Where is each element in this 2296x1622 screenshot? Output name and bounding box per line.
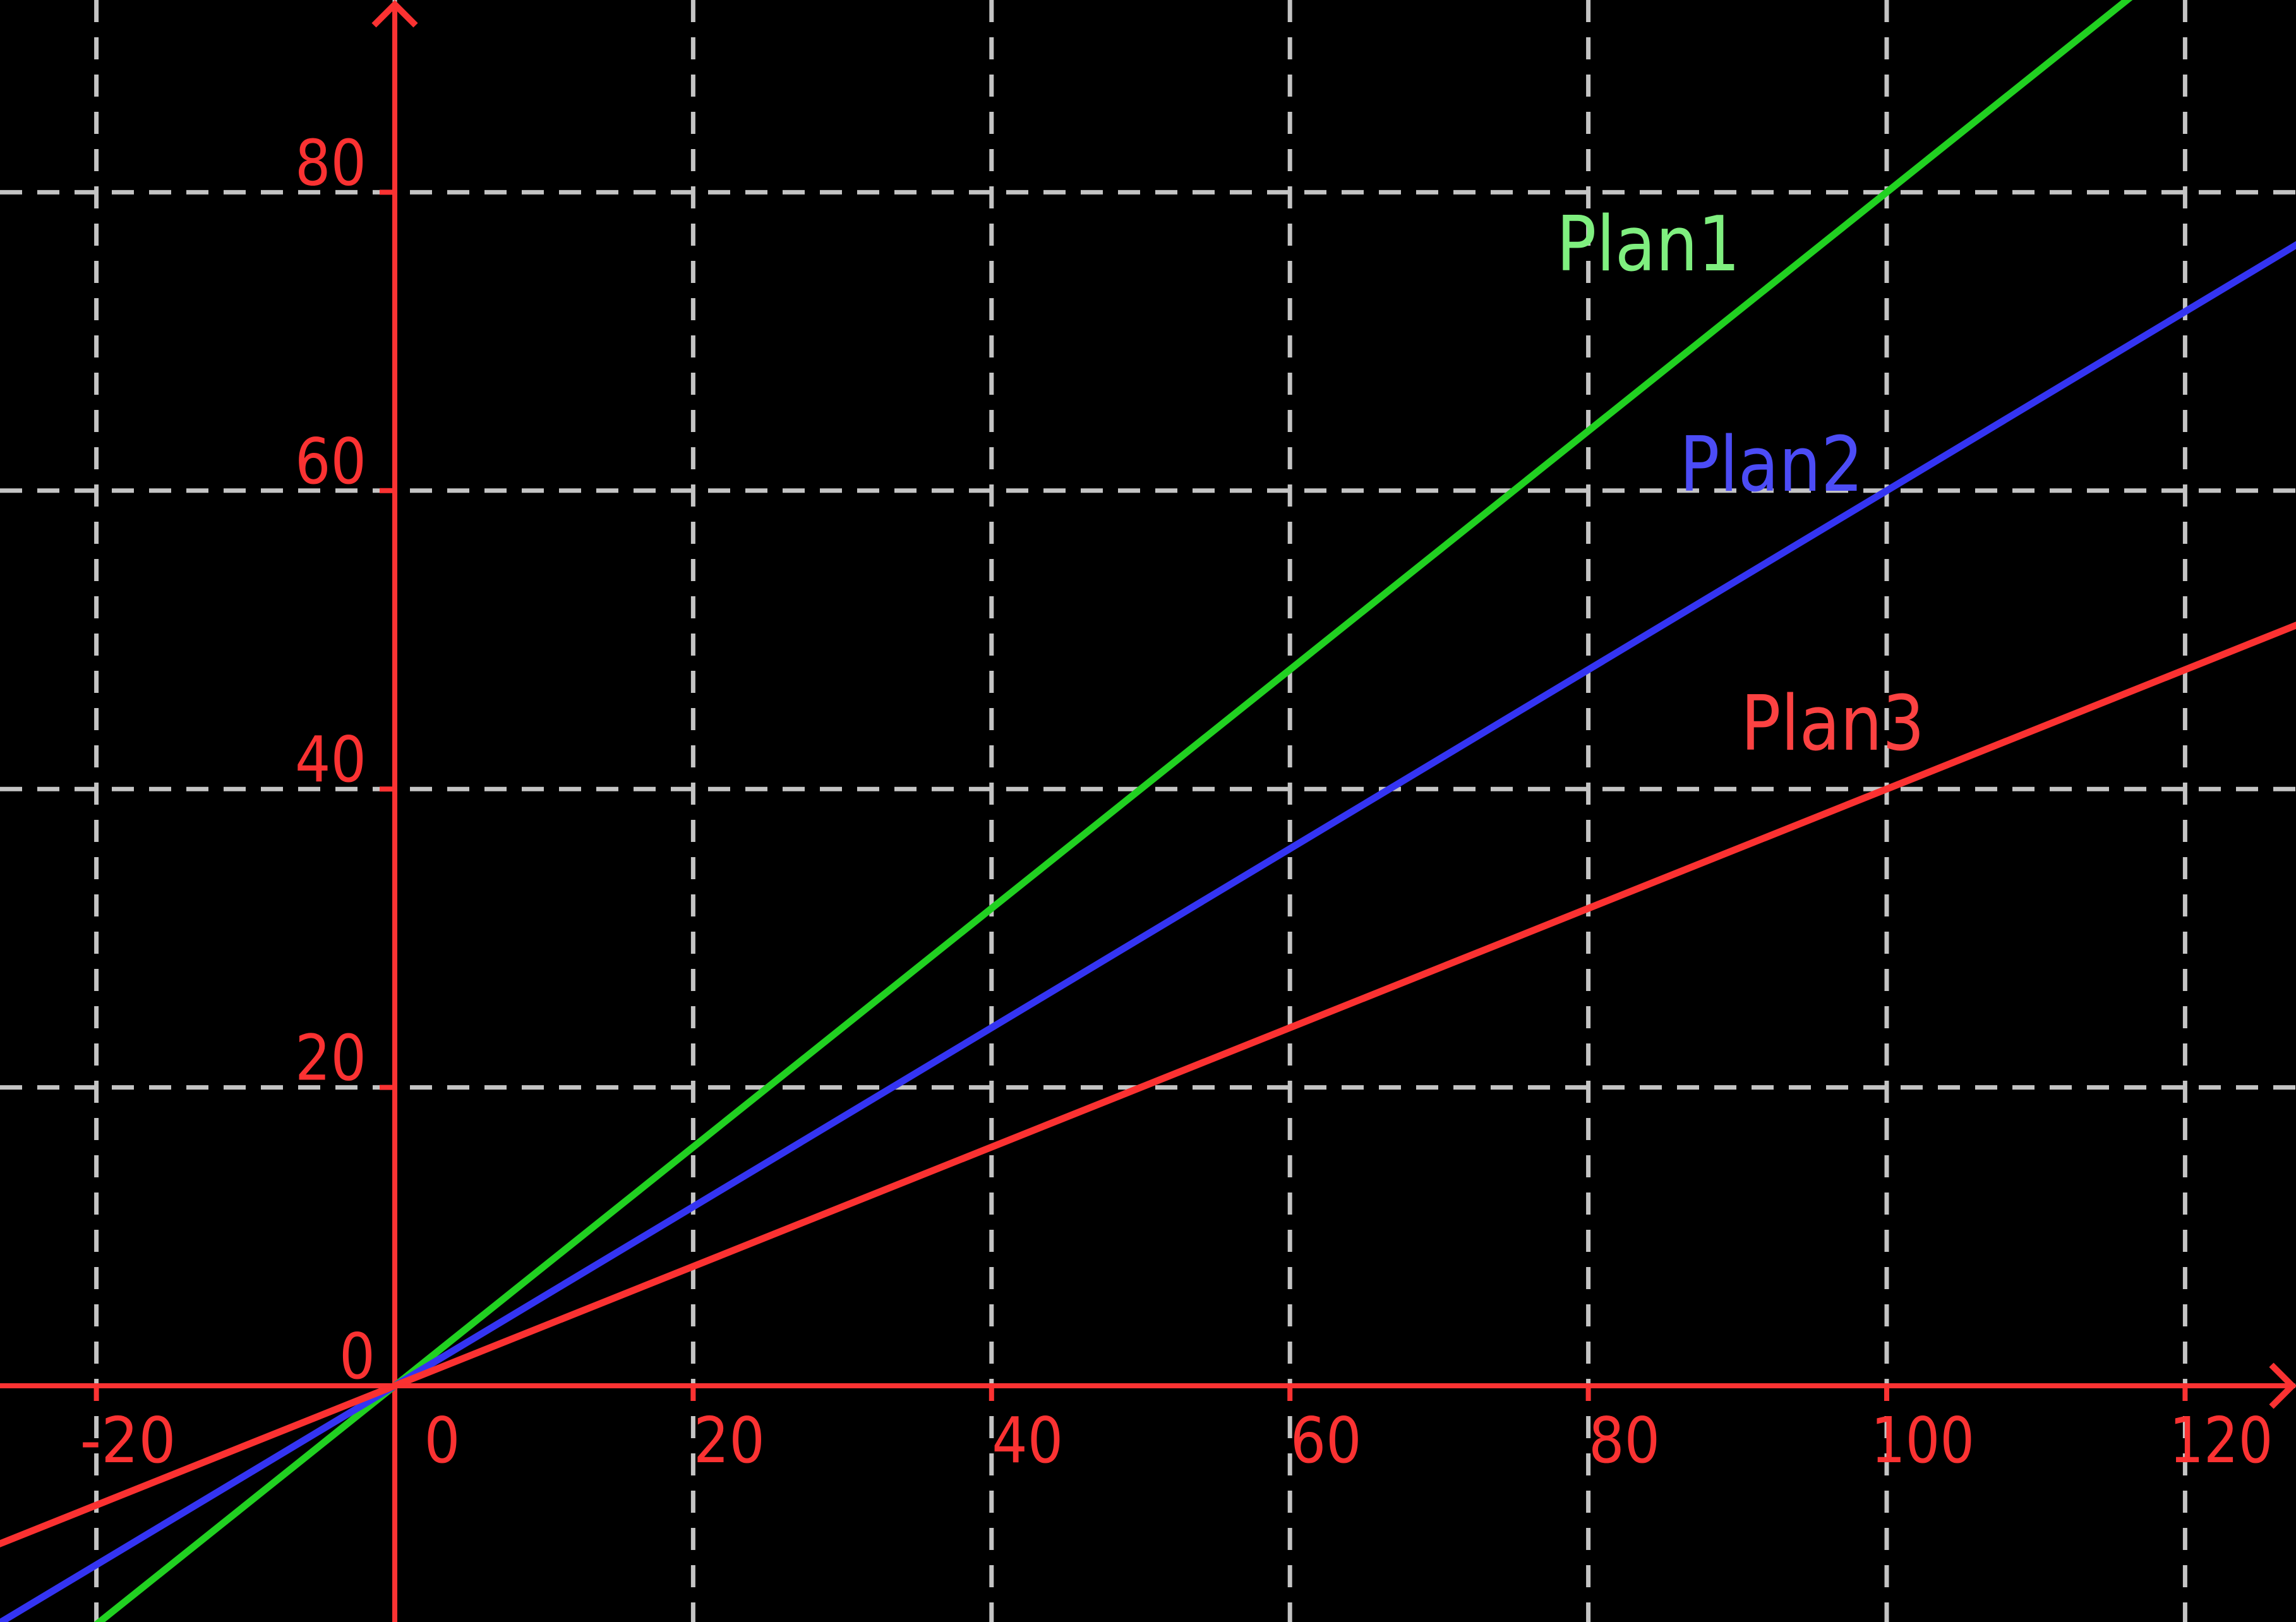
series-labels: Plan1 Plan2 Plan3 bbox=[1556, 201, 1925, 768]
series-line-plan3 bbox=[0, 622, 2296, 1547]
x-tick-label-120: 120 bbox=[2169, 1403, 2273, 1477]
y-tick-label-80: 80 bbox=[295, 126, 366, 200]
x-tick-label-80: 80 bbox=[1589, 1403, 1660, 1477]
y-tick-label-20: 20 bbox=[295, 1021, 366, 1095]
x-tick-label-0: 0 bbox=[424, 1403, 460, 1477]
x-tick-label-40: 40 bbox=[992, 1403, 1063, 1477]
x-tick-label-20: 20 bbox=[694, 1403, 765, 1477]
y-tick-label-0: 0 bbox=[339, 1319, 375, 1393]
series-line-plan2 bbox=[0, 241, 2296, 1622]
y-tick-label-40: 40 bbox=[295, 723, 366, 796]
y-tick-label-60: 60 bbox=[295, 424, 366, 498]
x-axis-arrowhead-icon bbox=[2269, 1362, 2296, 1409]
series-label-plan1: Plan1 bbox=[1556, 201, 1740, 289]
x-tick-label-100: 100 bbox=[1871, 1403, 1974, 1477]
axes bbox=[0, 4, 2291, 1622]
axis-ticks bbox=[93, 189, 2188, 1401]
axis-arrowheads bbox=[371, 0, 2296, 1409]
x-tick-label-60: 60 bbox=[1290, 1403, 1362, 1477]
series-label-plan2: Plan2 bbox=[1680, 421, 1863, 509]
series-label-plan3: Plan3 bbox=[1741, 680, 1925, 768]
y-axis-arrowhead-icon bbox=[371, 0, 418, 28]
tick-labels: -20 0 20 40 60 80 100 120 0 20 40 60 80 bbox=[80, 126, 2273, 1477]
x-tick-label--20: -20 bbox=[80, 1403, 176, 1477]
